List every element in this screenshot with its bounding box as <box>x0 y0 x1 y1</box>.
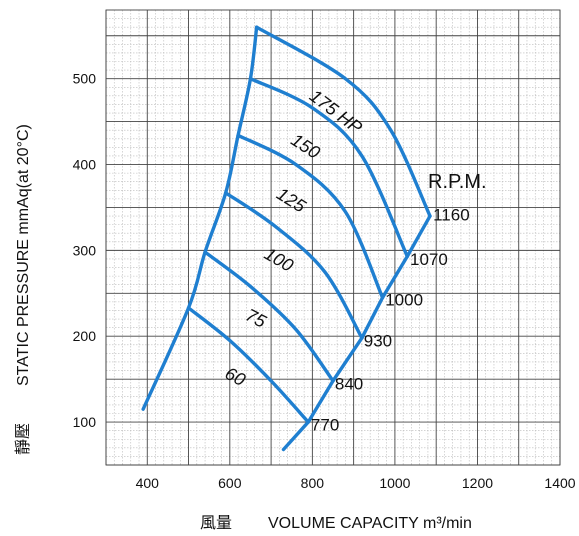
rpm-curve-1160 <box>405 214 432 259</box>
power-curve-75 <box>203 250 335 383</box>
rpm-curve-1000 <box>360 295 385 340</box>
y-axis-title-cjk: 靜壓 <box>13 423 32 455</box>
y-tick-label: 300 <box>73 242 97 258</box>
power-curve-125 <box>236 133 385 300</box>
y-tick-label: 200 <box>73 328 97 344</box>
power-curve-150 <box>248 76 409 259</box>
hp-label: 60 <box>222 363 249 390</box>
x-tick-label: 600 <box>218 475 242 491</box>
rpm-label: 1160 <box>433 205 470 224</box>
major-grid <box>105 9 561 466</box>
hp-label: 175 HP <box>306 86 366 138</box>
x-tick-label: 1400 <box>544 475 575 491</box>
power-curve-100 <box>223 191 364 340</box>
curves <box>141 25 432 452</box>
rpm-label: 770 <box>311 416 339 435</box>
rpm-header: R.P.M. <box>428 171 487 193</box>
x-tick-label: 800 <box>301 475 325 491</box>
rpm-curve-930 <box>331 336 364 383</box>
x-axis-title-cjk: 風量 <box>200 513 232 532</box>
rpm-label: 840 <box>335 374 363 393</box>
rpm-label: 930 <box>364 332 392 351</box>
left-envelope-curve <box>141 25 259 411</box>
plot-border <box>105 9 561 466</box>
rpm-curve-1070 <box>380 254 409 300</box>
hp-label: 100 <box>261 243 297 275</box>
hp-label: 150 <box>287 130 323 163</box>
y-tick-label: 400 <box>73 157 97 173</box>
tick-labels: 400 600 800 1000 1200 1400 100 200 300 400 500 <box>73 71 576 491</box>
y-tick-label: 500 <box>73 71 97 87</box>
x-tick-label: 400 <box>136 475 160 491</box>
x-axis-title: VOLUME CAPACITY m³/min <box>268 515 472 532</box>
rpm-curve-840 <box>306 379 335 424</box>
rpm-label: 1070 <box>410 250 448 269</box>
y-tick-label: 100 <box>73 414 97 430</box>
y-axis-title: STATIC PRESSURE mmAq(at 20°C) <box>15 124 32 386</box>
rpm-curve-770 <box>281 420 310 452</box>
power-curve-60 <box>186 306 310 424</box>
rpm-label: 1000 <box>385 290 423 309</box>
x-tick-label: 1000 <box>379 475 410 491</box>
hp-label: 125 <box>273 184 310 217</box>
x-tick-label: 1200 <box>462 475 493 491</box>
power-curve-175-hp <box>254 25 432 218</box>
